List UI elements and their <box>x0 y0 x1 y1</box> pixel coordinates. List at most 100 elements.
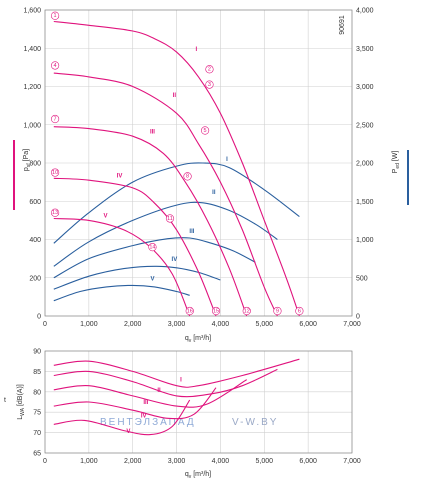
y-right-tick-label: 2,500 <box>356 122 374 129</box>
power-curve-III <box>53 237 256 279</box>
operating-point-marker <box>148 243 157 252</box>
x-axis-symbol: q <box>185 335 189 342</box>
x-tick-label: 7,000 <box>343 458 361 465</box>
operating-point-label: 3 <box>208 82 211 88</box>
operating-point-marker <box>50 114 60 124</box>
x-tick-label: 1,000 <box>80 321 98 328</box>
y-right-tick-label: 500 <box>356 275 368 282</box>
y-right-axis-symbol: P <box>392 168 399 173</box>
operating-point-marker <box>211 306 221 316</box>
pressure-curve-I <box>53 20 300 317</box>
pressure-curve-III <box>53 126 248 317</box>
power-curve-label: III <box>189 229 194 235</box>
operating-point-marker <box>205 80 214 89</box>
power-curve-label: V <box>150 276 154 282</box>
y-left-axis-title: psf [Pa] <box>23 149 32 171</box>
x-tick-label: 6,000 <box>299 321 317 328</box>
operating-point-label: 16 <box>187 308 193 314</box>
pressure-curve-V <box>53 217 191 317</box>
y-left-tick-label: 400 <box>29 237 41 244</box>
operating-point-label: 14 <box>149 244 155 250</box>
x-tick-label: 7,000 <box>343 321 361 328</box>
chart-code: 90691 <box>339 15 346 35</box>
operating-point-marker <box>242 306 251 316</box>
operating-point-label: 15 <box>213 308 219 314</box>
power-curve-V <box>53 284 190 302</box>
x-tick-label: 0 <box>43 321 47 328</box>
watermark-site: V-W.BY <box>232 417 278 428</box>
x-tick-label: 5,000 <box>256 458 274 465</box>
x-axis-unit: [m³/h] <box>191 471 211 478</box>
side-label: t <box>4 397 6 404</box>
operating-point-label: 13 <box>52 210 58 216</box>
y-axis-unit: [dB(A)] <box>17 384 24 408</box>
pressure-curve-II <box>53 72 278 317</box>
x-axis-title: qv [m³/h] <box>185 335 211 344</box>
pressure-curve-label: I <box>195 47 197 53</box>
operating-point-marker <box>50 168 60 177</box>
sound-power-chart: 0 1,000 2,000 3,000 4,000 5,000 6,000 7,000 65 70… <box>4 349 361 481</box>
sound-curve-V <box>53 399 191 436</box>
operating-point-marker <box>200 126 210 135</box>
y-right-tick-label: 1,000 <box>356 237 374 244</box>
operating-point-marker <box>295 306 304 316</box>
operating-point-marker <box>205 65 214 74</box>
operating-point-marker <box>50 61 60 70</box>
y-tick-label: 80 <box>33 389 41 396</box>
pressure-curve-label: V <box>104 214 108 220</box>
plot-frame <box>44 9 353 317</box>
x-tick-label: 0 <box>43 458 47 465</box>
y-right-tick-label: 3,500 <box>356 46 374 53</box>
sound-curve-label: II <box>157 388 161 394</box>
y-right-tick-label: 1,500 <box>356 199 374 206</box>
y-left-axis-unit: [Pa] <box>23 149 30 163</box>
operating-point-label: 6 <box>298 308 301 314</box>
y-right-axis-unit: [W] <box>392 151 399 163</box>
sound-curve-label: V <box>126 429 130 435</box>
pressure-curve-label: III <box>150 129 155 135</box>
operating-point-marker <box>50 208 60 217</box>
operating-point-marker <box>165 214 175 223</box>
x-tick-label: 1,000 <box>80 458 98 465</box>
sound-curve-I <box>53 358 300 388</box>
operating-point-label: 4 <box>54 63 57 69</box>
x-axis-symbol: q <box>185 471 189 478</box>
y-left-tick-label: 0 <box>37 314 41 321</box>
x-tick-label: 3,000 <box>168 321 186 328</box>
y-left-tick-label: 1,200 <box>23 84 41 91</box>
x-tick-label: 2,000 <box>124 458 142 465</box>
pressure-curve-label: IV <box>117 173 123 179</box>
power-curve-II <box>53 201 278 267</box>
pressure-power-chart: 0 1,000 2,000 3,000 4,000 5,000 6,000 7,0000200… <box>13 8 409 344</box>
operating-point-label: 8 <box>186 174 189 180</box>
operating-point-label: 10 <box>52 170 58 176</box>
operating-point-label: 5 <box>204 128 207 134</box>
operating-point-label: 12 <box>244 308 250 314</box>
operating-point-marker <box>183 172 192 181</box>
plot-frame <box>44 350 353 454</box>
operating-point-marker <box>185 306 194 316</box>
y-left-tick-label: 600 <box>29 199 41 206</box>
y-axis-symbol: L <box>17 416 24 420</box>
power-curve-label: II <box>212 190 216 196</box>
x-tick-label: 4,000 <box>212 321 230 328</box>
operating-point-label: 2 <box>208 67 211 73</box>
operating-point-label: 9 <box>276 308 279 314</box>
operating-point-label: 7 <box>54 116 57 122</box>
power-curve-I <box>53 162 300 244</box>
y-left-tick-label: 1,000 <box>23 122 41 129</box>
sound-curve-label: III <box>143 400 148 406</box>
y-left-tick-label: 1,600 <box>23 8 41 15</box>
y-tick-label: 90 <box>33 349 41 356</box>
y-right-tick-label: 0 <box>356 314 360 321</box>
y-left-tick-label: 800 <box>29 161 41 168</box>
y-right-tick-label: 4,000 <box>356 8 374 15</box>
x-tick-label: 6,000 <box>299 458 317 465</box>
pressure-curve-label: II <box>173 93 177 99</box>
y-tick-label: 75 <box>33 410 41 417</box>
x-axis-title: qv [m³/h] <box>185 471 211 480</box>
sound-curve-II <box>53 368 278 398</box>
x-tick-label: 5,000 <box>256 321 274 328</box>
y-right-tick-label: 2,000 <box>356 161 374 168</box>
